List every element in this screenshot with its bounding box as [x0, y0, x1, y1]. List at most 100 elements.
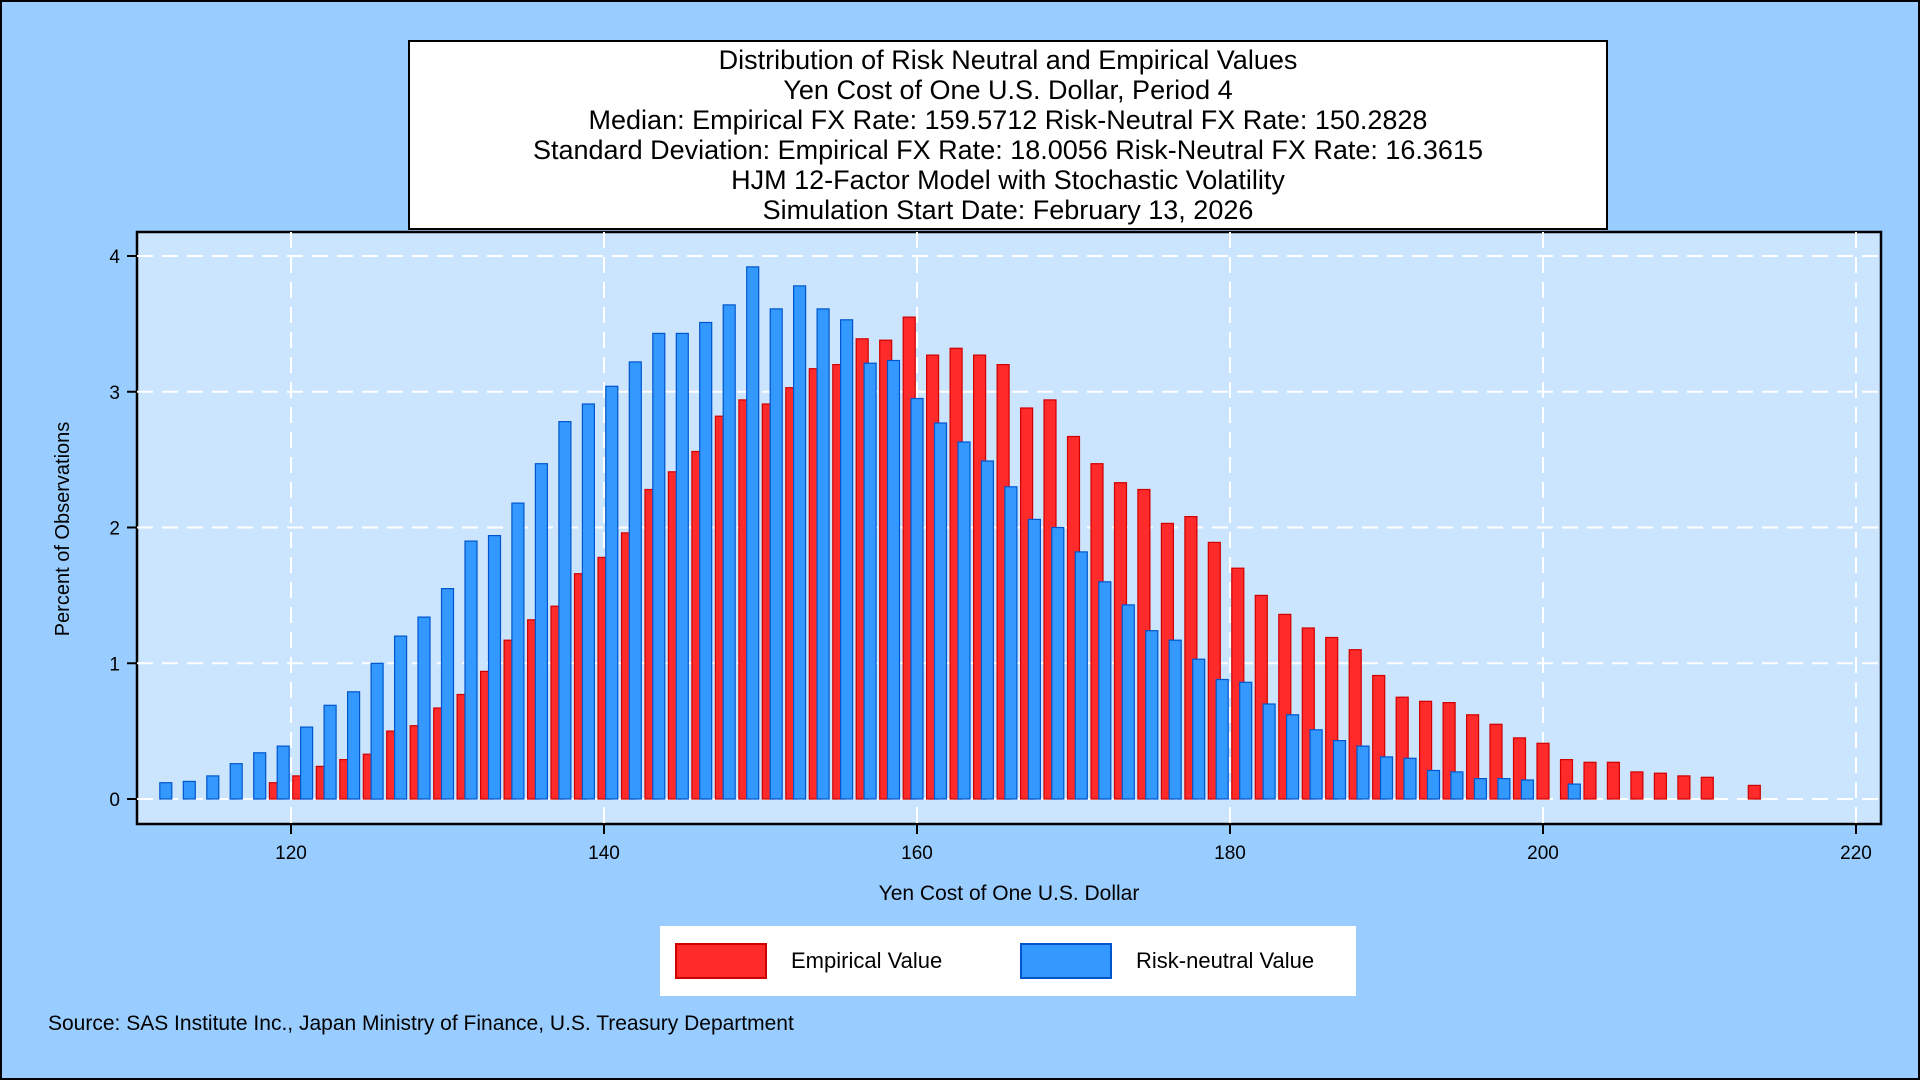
x-tick-label: 160: [901, 843, 933, 864]
risk-neutral-bar: [511, 502, 525, 800]
risk-neutral-bar: [229, 763, 243, 800]
empirical-bar: [1630, 771, 1644, 800]
risk-neutral-bar: [863, 362, 877, 800]
risk-neutral-bar: [1379, 756, 1394, 800]
risk-neutral-bar: [816, 308, 830, 800]
risk-neutral-bar: [1403, 757, 1417, 800]
risk-neutral-bar: [464, 540, 478, 800]
risk-neutral-bar: [1262, 703, 1276, 800]
x-tick-label: 140: [588, 843, 620, 864]
empirical-bar: [1465, 714, 1480, 800]
x-tick-label: 200: [1527, 843, 1559, 864]
risk-neutral-bar: [769, 308, 783, 800]
empirical-bar: [1700, 776, 1714, 800]
risk-neutral-bar: [1192, 658, 1206, 800]
risk-neutral-bar: [605, 385, 619, 800]
y-axis-title: Percent of Observations: [52, 422, 74, 637]
bars-layer: [159, 266, 1761, 800]
risk-neutral-bar: [1567, 783, 1581, 800]
risk-neutral-bar: [370, 662, 384, 800]
empirical-bar: [1606, 761, 1621, 800]
risk-neutral-bar: [159, 782, 173, 800]
risk-neutral-bar: [792, 285, 807, 800]
risk-neutral-bar: [1356, 745, 1370, 800]
start-date-line: Simulation Start Date: February 13, 2026: [762, 195, 1254, 225]
legend-swatch-risk-neutral: [1020, 943, 1112, 979]
risk-neutral-bar: [957, 441, 971, 800]
median-line: Median: Empirical FX Rate: 159.5712 Risk…: [588, 105, 1428, 135]
legend-label-empirical: Empirical Value: [791, 948, 943, 973]
risk-neutral-bar: [1332, 739, 1347, 800]
risk-neutral-bar: [1309, 729, 1323, 800]
empirical-bar: [1583, 761, 1597, 800]
empirical-bar: [1747, 784, 1761, 800]
risk-neutral-bar: [1473, 777, 1488, 800]
risk-neutral-bar: [675, 332, 689, 800]
source-note: Source: SAS Institute Inc., Japan Minist…: [48, 1012, 794, 1035]
risk-neutral-bar: [534, 463, 549, 800]
risk-neutral-bar: [1520, 779, 1535, 800]
risk-neutral-bar: [347, 691, 361, 800]
x-tick-label: 220: [1840, 843, 1872, 864]
risk-neutral-bar: [300, 726, 314, 800]
risk-neutral-bar: [1239, 681, 1253, 800]
y-tick-label: 0: [109, 790, 120, 811]
risk-neutral-bar: [1121, 604, 1135, 800]
x-axis-title: Yen Cost of One U.S. Dollar: [879, 882, 1140, 905]
risk-neutral-bar: [628, 361, 642, 800]
model-line: HJM 12-Factor Model with Stochastic Vola…: [731, 165, 1285, 195]
y-tick-label: 3: [109, 383, 120, 404]
risk-neutral-bar: [746, 266, 760, 800]
x-tick-label: 120: [275, 843, 307, 864]
risk-neutral-bar: [1450, 771, 1464, 800]
empirical-bar: [1677, 775, 1691, 800]
legend-label-risk-neutral: Risk-neutral Value: [1136, 948, 1315, 973]
empirical-bar: [1536, 742, 1550, 800]
risk-neutral-bar: [1285, 714, 1300, 800]
risk-neutral-bar: [1027, 518, 1042, 800]
legend: Empirical Value Risk-neutral Value: [660, 926, 1356, 996]
chart-title: Distribution of Risk Neutral and Empiric…: [718, 45, 1298, 75]
risk-neutral-bar: [487, 534, 502, 800]
risk-neutral-bar: [1426, 769, 1441, 800]
risk-neutral-bar: [1098, 581, 1112, 800]
risk-neutral-bar: [839, 319, 854, 800]
risk-neutral-bar: [886, 359, 901, 800]
risk-neutral-bar: [1074, 551, 1088, 800]
empirical-bar: [1653, 772, 1668, 800]
risk-neutral-bar: [440, 587, 455, 800]
risk-neutral-bar: [1051, 526, 1065, 800]
risk-neutral-bar: [933, 422, 948, 800]
risk-neutral-bar: [722, 304, 736, 800]
y-tick-label: 2: [109, 519, 120, 540]
risk-neutral-bar: [910, 397, 924, 800]
risk-neutral-bar: [581, 403, 596, 800]
risk-neutral-bar: [1004, 486, 1018, 800]
risk-neutral-bar: [980, 460, 995, 800]
x-tick-label: 180: [1214, 843, 1246, 864]
chart-subtitle: Yen Cost of One U.S. Dollar, Period 4: [783, 75, 1233, 105]
legend-item-empirical: Empirical Value: [675, 941, 942, 981]
std-dev-line: Standard Deviation: Empirical FX Rate: 1…: [533, 135, 1483, 165]
risk-neutral-bar: [1145, 630, 1159, 800]
risk-neutral-bar: [417, 616, 431, 800]
risk-neutral-bar: [558, 421, 572, 800]
risk-neutral-bar: [206, 775, 220, 800]
risk-neutral-bar: [1497, 777, 1511, 800]
chart-title-box: Distribution of Risk Neutral and Empiric…: [408, 40, 1608, 230]
risk-neutral-bar: [276, 745, 290, 800]
risk-neutral-bar: [1168, 639, 1182, 800]
legend-swatch-empirical: [675, 943, 767, 979]
y-tick-label: 4: [109, 247, 120, 268]
risk-neutral-bar: [699, 321, 713, 800]
risk-neutral-bar: [253, 752, 267, 800]
risk-neutral-bar: [182, 780, 196, 800]
risk-neutral-bar: [394, 635, 408, 800]
legend-item-risk-neutral: Risk-neutral Value: [1020, 941, 1314, 981]
risk-neutral-bar: [1215, 678, 1229, 800]
risk-neutral-bar: [652, 332, 666, 800]
risk-neutral-bar: [323, 704, 337, 800]
y-tick-label: 1: [109, 654, 120, 675]
